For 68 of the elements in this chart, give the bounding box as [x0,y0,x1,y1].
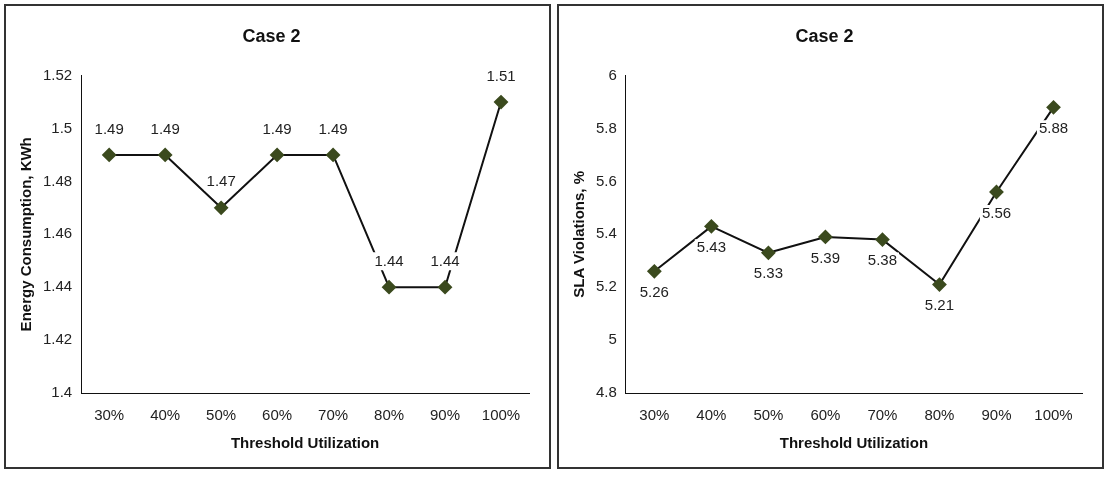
y-tick-label: 1.42 [42,330,73,348]
data-label: 5.39 [810,248,841,266]
y-tick-label: 1.52 [42,65,73,83]
point [818,229,833,244]
point [989,184,1004,199]
data-label: 1.47 [206,172,236,190]
y-axis-title: Energy Consumption, KWh [17,137,35,332]
data-label: 5.43 [696,238,726,256]
point [158,147,173,162]
x-tick-label: 90% [981,406,1012,424]
data-label: 5.33 [753,264,783,282]
x-tick-label: 80% [374,406,405,424]
y-tick-label: 1.48 [42,171,73,189]
y-tick-label: 1.44 [42,277,73,295]
y-tick-label: 5.4 [595,224,617,242]
data-label: 5.38 [867,251,898,269]
point [326,147,341,162]
point [647,264,662,279]
data-label: 1.49 [262,119,292,137]
x-axis-title: Threshold Utilization [230,434,380,452]
point [932,277,947,292]
y-tick-label: 1.4 [51,383,73,401]
point [761,245,776,260]
data-label: 5.88 [1038,118,1069,136]
data-label: 1.49 [150,119,180,137]
y-tick-label: 5 [608,330,617,348]
x-tick-label: 90% [430,406,461,424]
x-tick-label: 60% [262,406,293,424]
data-label: 5.56 [981,203,1012,221]
x-tick-label: 50% [206,406,237,424]
point [102,147,117,162]
data-label: 5.26 [639,282,669,300]
point [494,95,509,110]
x-tick-label: 30% [94,406,125,424]
point [704,219,719,234]
x-tick-label: 60% [810,406,841,424]
y-tick-label: 5.6 [595,171,617,189]
x-tick-label: 40% [696,406,727,424]
point [875,232,890,247]
x-tick-label: 70% [867,406,898,424]
y-tick-label: 5.8 [595,118,617,136]
x-tick-label: 30% [639,406,670,424]
data-label: 1.44 [430,251,460,269]
y-tick-label: 6 [608,65,617,83]
chart-title: Case 2 [795,25,854,46]
data-label: 1.51 [486,66,516,84]
point [1046,100,1061,115]
x-tick-label: 50% [753,406,784,424]
point [382,280,397,295]
x-tick-label: 70% [318,406,349,424]
x-axis-title: Threshold Utilization [779,434,929,452]
x-tick-label: 100% [1034,406,1073,424]
point [438,280,453,295]
x-tick-label: 40% [150,406,181,424]
point [214,200,229,215]
data-label: 1.49 [94,119,124,137]
data-label: 1.44 [374,251,404,269]
y-axis-title: SLA Violations, % [570,170,588,298]
chart-title: Case 2 [242,25,301,46]
y-tick-label: 4.8 [595,383,617,401]
data-label: 1.49 [318,119,348,137]
x-tick-label: 100% [481,406,521,424]
y-tick-label: 1.5 [51,118,73,136]
y-tick-label: 1.46 [42,224,73,242]
x-tick-label: 80% [924,406,955,424]
point [270,147,285,162]
data-label: 5.21 [924,296,955,314]
y-tick-label: 5.2 [595,277,617,295]
